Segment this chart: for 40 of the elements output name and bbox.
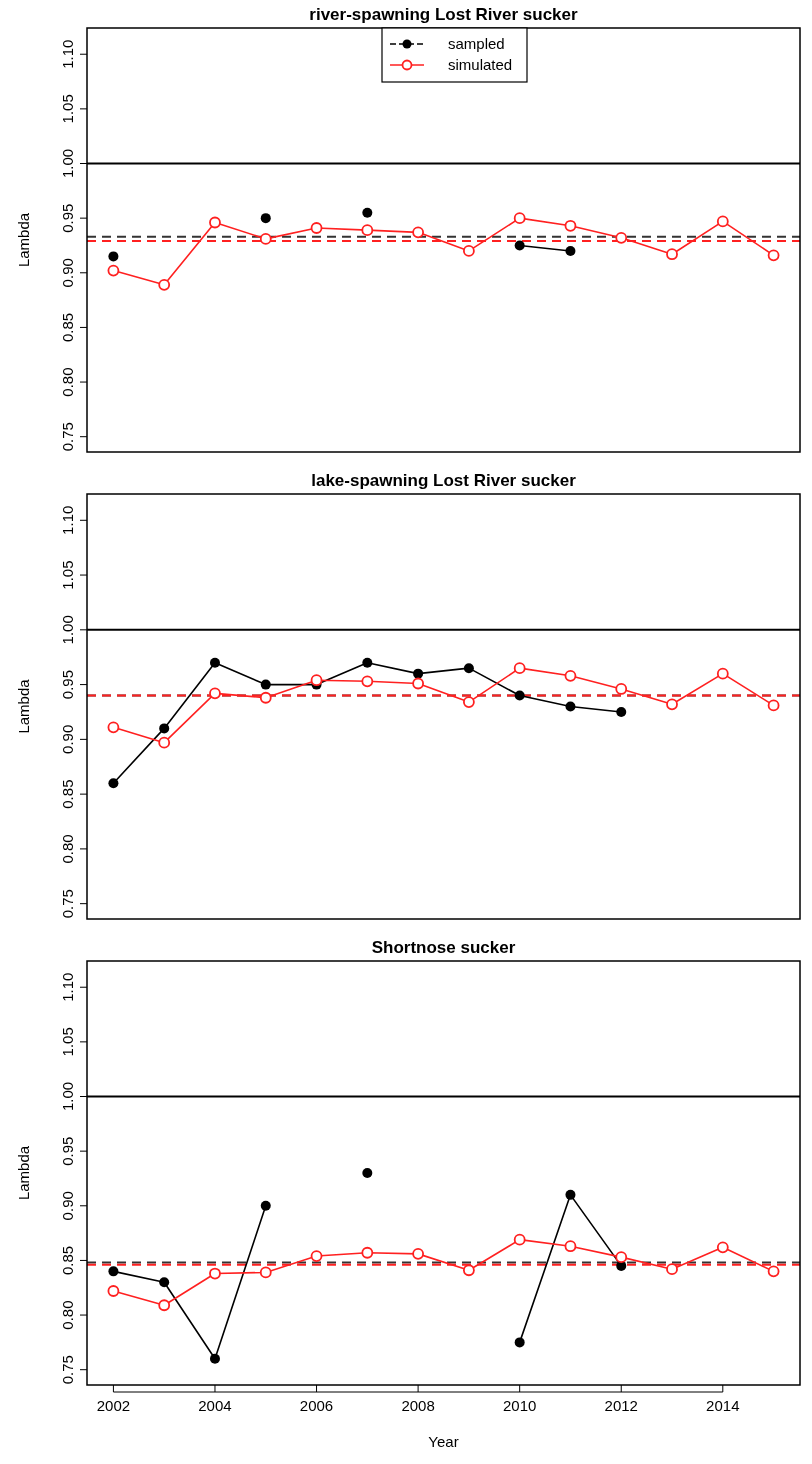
chart-title: lake-spawning Lost River sucker: [311, 471, 577, 490]
x-tick-label: 2008: [401, 1397, 435, 1414]
y-tick-label: 1.05: [59, 560, 76, 590]
y-tick-label: 0.80: [59, 367, 76, 397]
y-axis-title: Lambda: [15, 678, 32, 734]
x-tick-label: 2006: [299, 1397, 334, 1414]
y-tick-label: 0.85: [59, 1245, 76, 1276]
y-tick-label: 0.75: [59, 1355, 76, 1385]
legend-label: simulated: [448, 56, 513, 73]
y-tick-label: 1.05: [59, 1027, 76, 1057]
y-tick-label: 0.90: [59, 724, 76, 754]
y-tick-label: 1.10: [59, 972, 76, 1002]
y-tick-label: 0.95: [59, 1136, 76, 1166]
x-tick-label: 2014: [706, 1397, 740, 1414]
y-tick-label: 1.00: [59, 148, 76, 179]
y-tick-label: 0.80: [59, 834, 76, 864]
x-tick-label: 2010: [502, 1397, 537, 1414]
y-tick-label: 0.85: [59, 779, 76, 809]
chart-title: river-spawning Lost River sucker: [309, 5, 579, 24]
y-axis-title: Lambda: [15, 1145, 32, 1201]
y-tick-label: 1.10: [59, 505, 76, 535]
y-tick-label: 0.95: [59, 669, 76, 700]
y-tick-label: 0.85: [59, 312, 76, 343]
y-tick-label: 0.80: [59, 1300, 76, 1330]
x-tick-label: 2012: [604, 1397, 638, 1414]
y-tick-label: 0.95: [59, 203, 76, 233]
x-axis-title: Year: [428, 1433, 459, 1450]
y-tick-label: 1.00: [59, 1081, 76, 1112]
x-tick-label: 2002: [96, 1397, 131, 1414]
legend-label: sampled: [448, 35, 505, 52]
y-tick-label: 0.90: [59, 1191, 76, 1221]
y-tick-label: 0.90: [59, 258, 76, 288]
y-tick-label: 0.75: [59, 422, 76, 452]
x-tick-label: 2004: [198, 1397, 232, 1414]
y-tick-label: 1.10: [59, 39, 76, 69]
chart-title: Shortnose sucker: [371, 938, 516, 957]
y-tick-label: 1.00: [59, 615, 76, 645]
y-axis-title: Lambda: [15, 212, 32, 268]
y-tick-label: 1.05: [59, 94, 76, 124]
y-tick-label: 0.75: [59, 889, 76, 919]
